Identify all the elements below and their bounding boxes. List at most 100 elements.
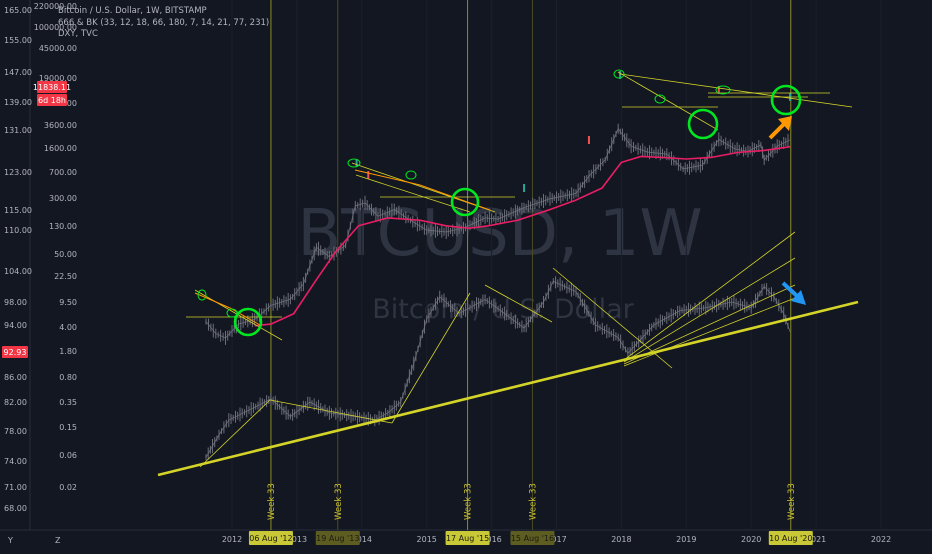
trendline xyxy=(269,399,393,424)
dxy-price-series xyxy=(205,280,791,458)
x-tick-label: 2014 xyxy=(352,535,372,544)
week-date-label: 10 Aug '20 xyxy=(769,534,812,543)
btc-candle-accent xyxy=(619,71,622,79)
orange-arrow-shaft xyxy=(768,122,786,140)
week-marker-label: Week 33 xyxy=(267,483,277,520)
price-badges: 11838.11 6d 18h 92.93 xyxy=(2,81,71,358)
week-date-tag xyxy=(510,531,555,545)
trendline xyxy=(617,71,719,131)
btc-candle-accent xyxy=(523,184,526,192)
small-green-ellipse xyxy=(613,69,625,79)
trendline xyxy=(391,292,471,424)
week-date-tag xyxy=(315,531,360,545)
dxy-main-trendline xyxy=(157,300,859,477)
btc-axis-label: 100000.00 xyxy=(34,23,77,32)
btc-axis-label: 130.00 xyxy=(49,222,77,231)
orange-segment xyxy=(194,292,261,326)
blue-arrow-head xyxy=(791,290,806,305)
x-tick-label: 2021 xyxy=(806,535,826,544)
small-green-ellipse xyxy=(654,94,666,104)
price-badge-label: 6d 18h xyxy=(38,96,66,105)
week-date-tag xyxy=(768,531,813,545)
chart-legend: Bitcoin / U.S. Dollar, 1W, BITSTAMP 666 … xyxy=(58,6,269,41)
btc-axis-label: 0.06 xyxy=(59,451,77,460)
z-axis-toggle[interactable]: Z xyxy=(55,536,61,545)
btc-axis-label: 220000.00 xyxy=(34,2,77,11)
small-green-ellipse xyxy=(197,289,207,301)
green-cycle-circle xyxy=(450,187,480,217)
price-badge xyxy=(2,346,28,358)
week-date-label: 15 Aug '16 xyxy=(511,534,554,543)
dxy-axis-label: 68.00 xyxy=(4,504,27,513)
price-badge xyxy=(37,81,67,93)
trendline xyxy=(619,73,853,108)
small-green-ellipse xyxy=(347,158,361,168)
small-green-ellipse xyxy=(715,85,731,95)
x-tick-label: 2022 xyxy=(871,535,891,544)
btc-price-series xyxy=(205,127,791,339)
btc-axis-label: 0.15 xyxy=(59,423,77,432)
btc-axis-label: 45000.00 xyxy=(39,44,77,53)
week-marker-label: Week 33 xyxy=(528,483,538,520)
legend-symbol[interactable]: Bitcoin / U.S. Dollar, 1W, BITSTAMP xyxy=(58,6,207,16)
dxy-axis-label: 165.00 xyxy=(4,6,32,15)
dxy-axis-label: 110.00 xyxy=(4,226,32,235)
week-marker-lines: Week 33 Week 33 Week 33 Week 33 Week 33 xyxy=(267,0,797,530)
dxy-axis-label: 82.00 xyxy=(4,398,27,407)
btc-axis-label: 0.80 xyxy=(59,373,77,382)
trendline xyxy=(484,284,553,323)
dxy-axis-label: 94.00 xyxy=(4,321,27,330)
week-date-label: 06 Aug '12 xyxy=(249,534,292,543)
small-green-ellipse xyxy=(226,308,238,318)
btc-axis-label: 700.00 xyxy=(49,168,77,177)
green-cycle-circle xyxy=(687,108,719,140)
x-tick-label: 2020 xyxy=(741,535,761,544)
week-date-label: 19 Aug '13 xyxy=(316,534,359,543)
btc-candle-accent xyxy=(367,171,370,179)
chart-series xyxy=(205,71,792,461)
dxy-axis-label: 131.00 xyxy=(4,126,32,135)
trendline xyxy=(623,231,796,361)
orange-arrow-head xyxy=(778,116,792,131)
legend-indicator[interactable]: 666 & BK (33, 12, 18, 66, 180, 7, 14, 21… xyxy=(58,17,270,28)
btc-axis-label: 0.02 xyxy=(59,483,77,492)
green-cycle-circle xyxy=(233,307,263,337)
btc-axis-label: 9.50 xyxy=(59,298,77,307)
dxy-axis-label: 86.00 xyxy=(4,373,27,382)
btc-candle-accent xyxy=(355,159,358,167)
green-cycle-circle xyxy=(770,84,802,116)
trendline xyxy=(623,297,796,367)
trendline xyxy=(623,257,796,363)
btc-candle-accent xyxy=(587,136,590,144)
btc-axis-label: 19000.00 xyxy=(39,74,77,83)
trendline xyxy=(623,284,796,365)
dxy-axis-label: 155.00 xyxy=(4,36,32,45)
orange-segment xyxy=(354,169,491,211)
btc-moving-average xyxy=(254,145,791,327)
btc-candle-accent xyxy=(717,86,720,94)
small-green-ellipse xyxy=(405,170,417,180)
price-badge-label: 11838.11 xyxy=(33,83,71,92)
dxy-axis-label: 139.00 xyxy=(4,98,32,107)
x-tick-label: 2013 xyxy=(287,535,307,544)
dxy-axis-label: 78.00 xyxy=(4,427,27,436)
legend-overlay[interactable]: DXY, TVC xyxy=(58,29,98,39)
week-date-tag xyxy=(248,531,293,545)
dxy-axis-label: 98.00 xyxy=(4,298,27,307)
trendline xyxy=(355,174,471,213)
week-date-label: 17 Aug '15 xyxy=(446,534,489,543)
btc-axis-label: 1600.00 xyxy=(44,144,77,153)
x-tick-label: 2015 xyxy=(417,535,437,544)
week-marker-label: Week 33 xyxy=(464,483,474,520)
dxy-axis-label: 123.00 xyxy=(4,168,32,177)
week-date-tag xyxy=(445,531,490,545)
btc-axis-label: 0.35 xyxy=(59,398,77,407)
btc-axis-label: 1.80 xyxy=(59,347,77,356)
y-axis-toggle[interactable]: Y xyxy=(7,536,13,545)
x-tick-label: 2017 xyxy=(546,535,566,544)
price-badge xyxy=(37,94,67,106)
btc-axis-label: 4.00 xyxy=(59,323,77,332)
dxy-axis-label: 74.00 xyxy=(4,457,27,466)
